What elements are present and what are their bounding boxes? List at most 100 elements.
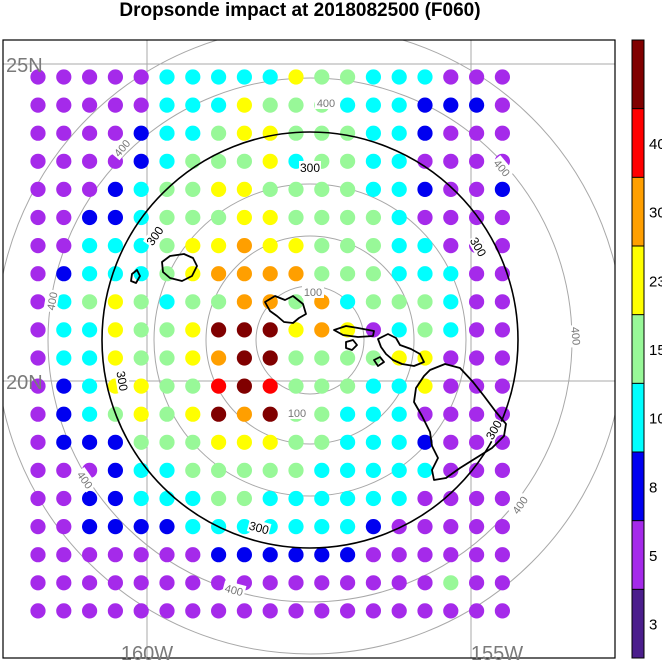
impact-dot [365, 603, 381, 619]
impact-dot [107, 350, 123, 366]
impact-dot [469, 266, 485, 282]
impact-dot [133, 519, 149, 535]
impact-dot [159, 350, 175, 366]
impact-dot [494, 547, 510, 563]
colorbar-tick-label: 5 [649, 548, 657, 565]
impact-dot [417, 462, 433, 478]
lanai-coastline [345, 339, 358, 351]
impact-dot [443, 547, 459, 563]
impact-dot [288, 547, 304, 563]
impact-dot [56, 294, 72, 310]
impact-dot [185, 350, 201, 366]
impact-dot [443, 322, 459, 338]
impact-dot [211, 238, 227, 254]
impact-dot [82, 322, 98, 338]
colorbar-segment [632, 108, 644, 178]
impact-dot [340, 547, 356, 563]
impact-dot [236, 406, 252, 422]
impact-dot [262, 181, 278, 197]
impact-dot [443, 294, 459, 310]
impact-dot [82, 209, 98, 226]
impact-dot [391, 378, 407, 394]
impact-dot [391, 181, 407, 197]
impact-dot [262, 125, 278, 141]
impact-dot [159, 434, 175, 450]
impact-dot [494, 350, 510, 366]
impact-dot [288, 69, 304, 85]
impact-dot [391, 490, 407, 507]
impact-dot [391, 97, 407, 113]
axis-labels: 25N 20N 160W 155W [6, 55, 523, 664]
impact-dot [443, 209, 459, 226]
contour-label: 300 [467, 235, 489, 260]
niihau-coastline [130, 269, 141, 284]
impact-dot [82, 97, 98, 113]
contour-label: 100 [304, 287, 322, 299]
impact-dot [391, 209, 407, 226]
colorbar-tick-label: 8 [649, 479, 657, 496]
impact-dot [417, 322, 433, 338]
impact-dot [417, 519, 433, 535]
impact-dot [56, 69, 72, 85]
impact-dot [107, 322, 123, 338]
impact-dot [443, 69, 459, 85]
impact-dot [443, 519, 459, 535]
impact-dot [288, 266, 304, 282]
impact-dot [262, 378, 278, 394]
impact-dot [288, 519, 304, 535]
impact-dot [443, 153, 459, 169]
colorbar-segment [632, 246, 644, 315]
impact-dot [133, 153, 149, 169]
impact-dot [185, 378, 201, 394]
impact-dot [211, 434, 227, 450]
impact-dot [365, 519, 381, 535]
impact-dot [340, 209, 356, 226]
kauai-coastline [161, 253, 198, 282]
molokai-coastline [333, 325, 375, 338]
impact-dot [365, 238, 381, 254]
contour-300-ring [101, 131, 519, 549]
impact-dot [82, 434, 98, 450]
impact-dot [340, 97, 356, 113]
impact-dot [211, 181, 227, 197]
impact-dot [107, 97, 123, 113]
impact-dot [236, 153, 252, 169]
impact-dot [288, 97, 304, 113]
impact-dot [133, 69, 149, 85]
impact-dot [133, 547, 149, 563]
impact-dot [107, 69, 123, 85]
impact-dot [56, 209, 72, 226]
impact-dot [494, 378, 510, 394]
impact-dot [494, 519, 510, 535]
impact-dot [288, 462, 304, 478]
impact-dot [314, 181, 330, 197]
impact-dot [211, 603, 227, 619]
impact-dot [443, 462, 459, 478]
impact-dot [56, 462, 72, 478]
impact-dot [30, 69, 46, 85]
impact-dot [262, 575, 278, 591]
impact-dot [314, 378, 330, 394]
impact-dot [262, 97, 278, 113]
impact-dot [288, 209, 304, 226]
impact-dot [494, 125, 510, 141]
impact-dot [417, 490, 433, 507]
impact-dot [262, 69, 278, 85]
contour-label: 400 [568, 326, 582, 345]
impact-dot [469, 322, 485, 338]
colorbar-tick-label: 23 [649, 273, 662, 290]
impact-dot [262, 350, 278, 366]
impact-dot [417, 209, 433, 226]
impact-dot [391, 266, 407, 282]
impact-dot [159, 575, 175, 591]
impact-dot [30, 350, 46, 366]
impact-dot [314, 490, 330, 507]
impact-dot [288, 322, 304, 338]
impact-dot [185, 603, 201, 619]
impact-dot [133, 125, 149, 141]
impact-dot [494, 181, 510, 197]
impact-dot [469, 294, 485, 310]
impact-dot [288, 434, 304, 450]
impact-dot [314, 266, 330, 282]
impact-dot [314, 462, 330, 478]
